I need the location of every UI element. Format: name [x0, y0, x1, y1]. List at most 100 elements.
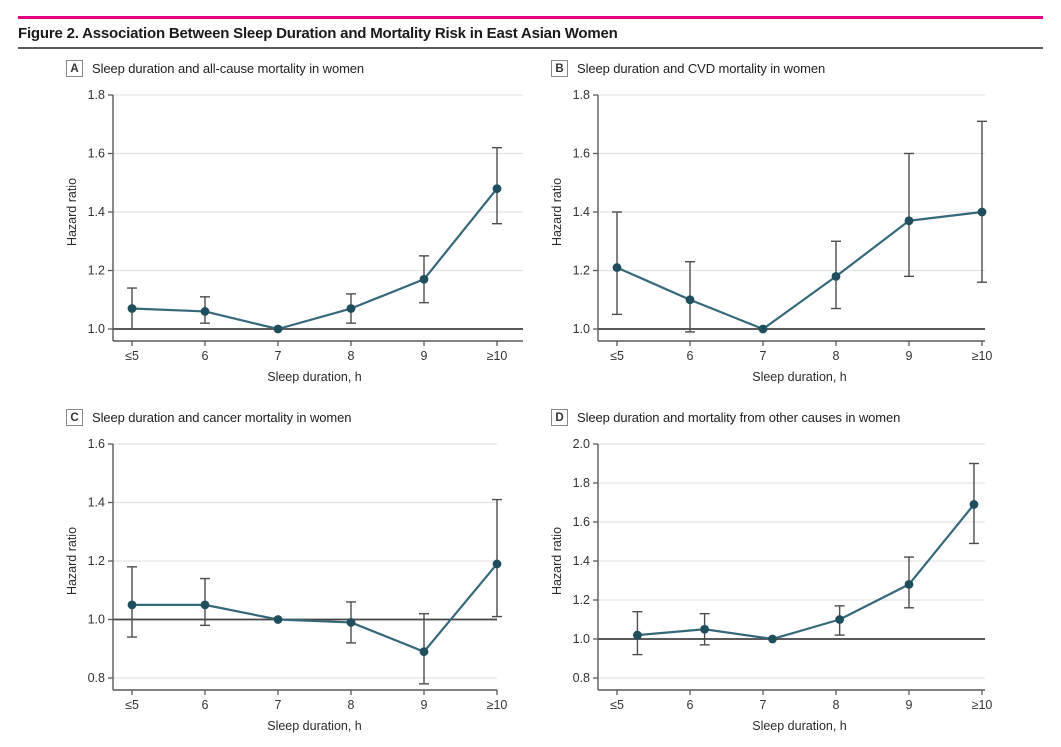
axes	[597, 95, 985, 342]
panel-c-chart: 0.8 1.0 1.2 1.4 1.6 ≤5 6 7 8 9 ≥10 Hazard ratio Slee…	[65, 437, 507, 733]
svg-text:7: 7	[760, 349, 767, 363]
y-axis-ticks: 0.8 1.0 1.2 1.4 1.6	[88, 437, 113, 685]
svg-text:1.4: 1.4	[88, 496, 105, 510]
panel-d-title: Sleep duration and mortality from other …	[577, 410, 901, 425]
y-gridlines	[113, 94, 523, 330]
trend-line	[637, 503, 975, 641]
y-axis-label: Hazard ratio	[65, 527, 79, 595]
axes	[597, 444, 985, 691]
x-axis-ticks: ≤5 6 7 8 9 ≥10	[125, 690, 507, 712]
panel-a-title: Sleep duration and all-cause mortality i…	[92, 61, 365, 76]
y-gridlines	[113, 443, 497, 679]
svg-text:1.4: 1.4	[88, 205, 105, 219]
y-axis-ticks: 1.0 1.2 1.4 1.6 1.8	[573, 88, 598, 336]
y-axis-label: Hazard ratio	[550, 178, 564, 246]
svg-text:1.8: 1.8	[88, 88, 105, 102]
error-bars	[632, 462, 979, 656]
x-axis-label: Sleep duration, h	[267, 719, 362, 733]
svg-text:1.2: 1.2	[573, 264, 590, 278]
panel-a-letter: A	[66, 60, 83, 77]
panel-d-chart: 0.8 1.0 1.2 1.4 1.6 1.8 2.0 ≤5 6 7 8 9 ≥10 Hazard rat…	[550, 437, 992, 733]
svg-text:6: 6	[202, 698, 209, 712]
svg-text:1.2: 1.2	[573, 593, 590, 607]
svg-text:6: 6	[687, 698, 694, 712]
panel-b-chart: 1.0 1.2 1.4 1.6 1.8 ≤5 6 7 8 9 ≥10 Hazard ratio Slee…	[550, 88, 993, 384]
y-axis-ticks: 1.0 1.2 1.4 1.6 1.8	[88, 88, 113, 336]
svg-text:8: 8	[833, 698, 840, 712]
y-axis-label: Hazard ratio	[65, 178, 79, 246]
svg-text:9: 9	[421, 349, 428, 363]
axes	[112, 95, 523, 342]
y-axis-ticks: 0.8 1.0 1.2 1.4 1.6 1.8 2.0	[573, 437, 598, 685]
svg-text:1.2: 1.2	[88, 554, 105, 568]
svg-text:6: 6	[202, 349, 209, 363]
trend-line	[132, 563, 498, 653]
svg-text:1.0: 1.0	[573, 632, 590, 646]
svg-text:8: 8	[348, 698, 355, 712]
svg-text:0.8: 0.8	[88, 671, 105, 685]
svg-text:6: 6	[687, 349, 694, 363]
svg-text:≥10: ≥10	[487, 698, 508, 712]
data-points	[127, 184, 502, 334]
svg-text:2.0: 2.0	[573, 437, 590, 451]
svg-text:1.0: 1.0	[88, 613, 105, 627]
panel-d-letter: D	[551, 409, 568, 426]
svg-text:≥10: ≥10	[972, 349, 993, 363]
figure-title: Figure 2. Association Between Sleep Dura…	[18, 25, 618, 42]
axes	[112, 444, 497, 691]
panel-c-title: Sleep duration and cancer mortality in w…	[92, 410, 352, 425]
x-axis-ticks: ≤5 6 7 8 9 ≥10	[125, 341, 507, 363]
panel-c: C Sleep duration and cancer mortality in…	[62, 409, 554, 745]
svg-text:≤5: ≤5	[125, 349, 139, 363]
svg-text:1.8: 1.8	[573, 476, 590, 490]
panel-c-header: C Sleep duration and cancer mortality in…	[66, 409, 351, 426]
panel-b: B Sleep duration and CVD mortality in wo…	[547, 60, 1039, 396]
svg-text:1.8: 1.8	[573, 88, 590, 102]
svg-text:9: 9	[421, 698, 428, 712]
panel-a: A Sleep duration and all-cause mortality…	[62, 60, 554, 396]
panel-b-title: Sleep duration and CVD mortality in wome…	[577, 61, 826, 76]
accent-rule	[18, 16, 1043, 19]
svg-text:7: 7	[275, 349, 282, 363]
panel-c-letter: C	[66, 409, 83, 426]
svg-text:8: 8	[348, 349, 355, 363]
svg-text:7: 7	[760, 698, 767, 712]
svg-text:1.0: 1.0	[88, 322, 105, 336]
error-bars	[127, 146, 502, 330]
y-axis-label: Hazard ratio	[550, 527, 564, 595]
x-axis-ticks: ≤5 6 7 8 9 ≥10	[610, 690, 992, 712]
panel-b-letter: B	[551, 60, 568, 77]
svg-text:≥10: ≥10	[487, 349, 508, 363]
trend-line	[131, 187, 498, 331]
svg-text:1.2: 1.2	[88, 264, 105, 278]
x-axis-label: Sleep duration, h	[752, 719, 847, 733]
svg-text:≤5: ≤5	[610, 349, 624, 363]
svg-text:1.4: 1.4	[573, 205, 590, 219]
panel-a-header: A Sleep duration and all-cause mortality…	[66, 60, 364, 77]
x-axis-label: Sleep duration, h	[267, 370, 362, 384]
panel-d-header: D Sleep duration and mortality from othe…	[551, 409, 900, 426]
panel-d: D Sleep duration and mortality from othe…	[547, 409, 1039, 745]
svg-text:8: 8	[833, 349, 840, 363]
data-points	[612, 207, 987, 334]
svg-text:1.6: 1.6	[88, 147, 105, 161]
error-bars	[127, 498, 502, 685]
svg-text:7: 7	[275, 698, 282, 712]
x-axis-label: Sleep duration, h	[752, 370, 847, 384]
panel-a-chart: 1.0 1.2 1.4 1.6 1.8 ≤5 6 7 8 9 ≥10 Hazard ratio Slee…	[65, 88, 523, 384]
svg-text:≤5: ≤5	[125, 698, 139, 712]
error-bars	[612, 120, 987, 333]
data-points	[127, 559, 502, 657]
svg-text:9: 9	[906, 698, 913, 712]
y-gridlines	[598, 443, 985, 679]
svg-text:0.8: 0.8	[573, 671, 590, 685]
svg-text:1.6: 1.6	[573, 147, 590, 161]
svg-text:1.0: 1.0	[573, 322, 590, 336]
svg-text:1.4: 1.4	[573, 554, 590, 568]
title-divider	[18, 47, 1043, 49]
y-gridlines	[598, 94, 985, 330]
trend-line	[616, 210, 983, 331]
svg-text:≤5: ≤5	[610, 698, 624, 712]
panel-b-header: B Sleep duration and CVD mortality in wo…	[551, 60, 825, 77]
